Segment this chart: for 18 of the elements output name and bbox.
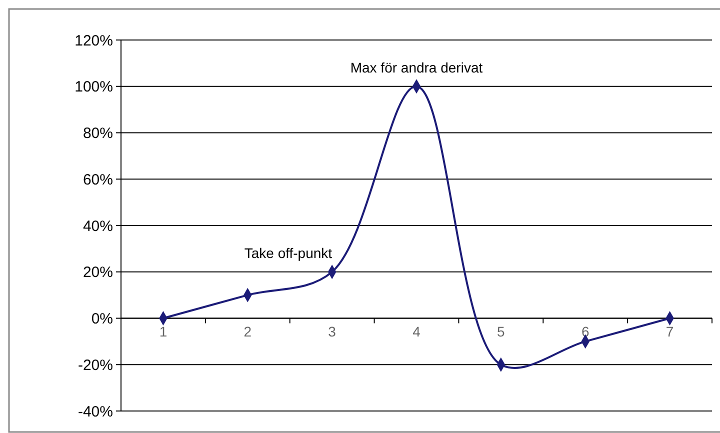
y-tick-label: 0% <box>91 310 113 328</box>
y-tick-label: -20% <box>78 356 113 374</box>
annotation: Max för andra derivat <box>350 59 483 76</box>
y-tick-label: 60% <box>82 171 113 188</box>
x-tick-label: 2 <box>244 323 252 340</box>
x-tick-label: 1 <box>159 323 168 340</box>
y-tick-label: 100% <box>74 78 113 96</box>
y-tick-label: 40% <box>82 218 113 235</box>
y-tick-label: 20% <box>82 264 113 282</box>
y-tick-label: -40% <box>78 403 113 420</box>
annotation: Take off-punkt <box>244 244 332 261</box>
x-tick-label: 3 <box>328 323 336 340</box>
x-tick-label: 6 <box>581 323 590 340</box>
x-tick-label: 4 <box>412 323 421 340</box>
x-tick-label: 5 <box>497 323 506 340</box>
x-tick-label: 7 <box>666 323 674 340</box>
y-tick-label: 80% <box>82 125 113 142</box>
y-tick-label: 120% <box>74 32 113 50</box>
